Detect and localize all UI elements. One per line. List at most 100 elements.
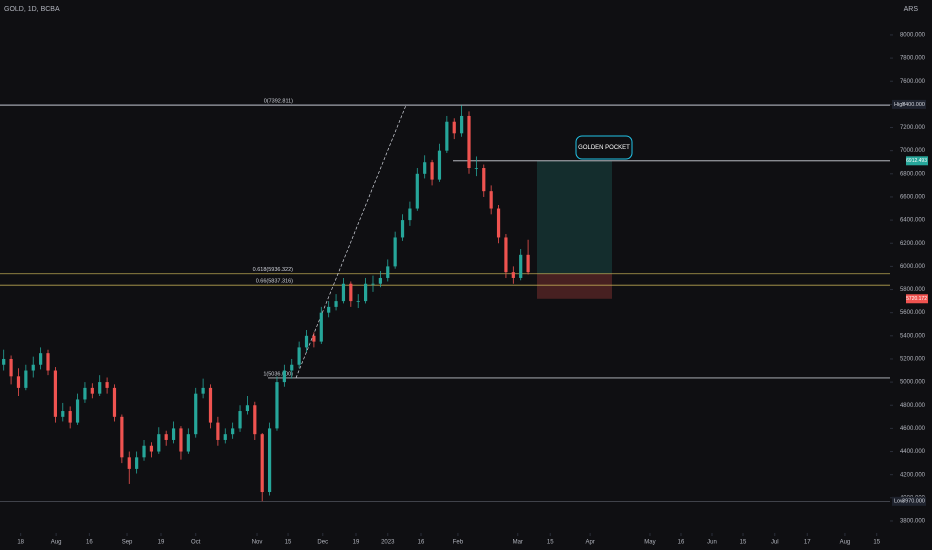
y-tick-label: 5800.000 [900,287,926,293]
candle-body [238,411,242,429]
y-tick-label: 6200.000 [900,241,926,247]
fib-level-label: 0(7392.811) [264,99,293,105]
y-tick-label: 6000.000 [900,264,926,270]
x-tick-label: Apr [585,540,594,546]
x-tick-label: 18 [17,540,24,546]
candle-body [98,382,102,394]
x-tick-label: 15 [873,540,880,546]
y-tick-label: 7200.000 [900,125,926,131]
y-tick-label: 5200.000 [900,357,926,363]
candle-body [171,428,176,440]
candle-body [253,405,257,435]
x-tick-label: 19 [158,540,165,546]
candle-body [378,277,382,284]
y-tick-label: 4400.000 [900,449,926,455]
candle-body [356,301,360,302]
candle-body [260,434,264,493]
trend-line [295,105,407,379]
candle-body [223,434,227,440]
candle-body [282,370,286,383]
candle-body [9,358,13,377]
stop-tag [906,294,928,304]
fib-level-label: 0.618(5936.322) [253,267,294,273]
candle-body [120,416,124,458]
candle-body [511,272,515,278]
candle-body [393,237,397,267]
x-tick-label: Aug [51,540,62,546]
candle-body [90,387,94,394]
candle-body [267,428,272,493]
candle-body [437,150,442,180]
x-tick-label: Nov [252,540,263,546]
candle-body [460,115,464,134]
candle-body [135,457,139,469]
candle-body [519,254,523,278]
candle-body [386,266,390,278]
candle-body [16,376,21,388]
x-tick-label: Mar [513,540,523,546]
candle-body [341,283,346,302]
y-tick-label: 4600.000 [900,426,926,432]
candle-body [496,208,501,238]
candle-body [231,428,235,435]
candle-body [467,115,471,169]
y-tick-label: 4200.000 [900,472,926,478]
candle-body [334,301,338,307]
candle-body [482,168,486,192]
x-tick-label: 15 [285,540,292,546]
y-tick-label: 7000.000 [900,148,926,154]
extreme-tag [892,496,926,506]
y-tick-label: 5600.000 [900,310,926,316]
candle-body [319,312,323,342]
candle-body [430,162,434,180]
x-tick-label: 16 [418,540,425,546]
x-tick-label: 15 [547,540,554,546]
candle-body [164,434,168,440]
candle-body [364,283,368,302]
candle-body [105,382,109,388]
candle-body [46,353,50,371]
x-tick-label: 19 [353,540,360,546]
candle-body [157,434,161,452]
x-tick-label: 16 [86,540,93,546]
x-tick-label: May [644,540,655,546]
candle-body [127,457,131,469]
candle-body [142,445,146,458]
fib-level-label: 0.66(5837.316) [256,279,293,285]
extreme-label: High [894,102,905,108]
candle-body [194,393,198,435]
candle-body [31,364,35,371]
candle-body [208,387,213,423]
candle-body [216,422,220,440]
y-tick-label: 7600.000 [900,79,926,85]
position-loss-zone [537,273,612,299]
position-profit-zone [537,160,612,274]
extreme-value: 7400.000 [902,102,925,108]
y-tick-label: 6400.000 [900,218,926,224]
y-tick-label: 6800.000 [900,171,926,177]
candle-body [408,208,412,221]
annotation-box [575,135,633,160]
candle-body [39,353,43,365]
candle-body [83,387,87,400]
y-tick-label: 7800.000 [900,56,926,62]
candle-body [112,387,117,417]
candle-body [504,237,508,273]
stop-tag-label: 5720.172 [906,296,927,302]
currency-label: ARS [904,6,919,13]
candle-body [452,121,456,134]
candle-body [489,191,493,209]
candle-body [423,162,427,174]
x-tick-label: Dec [317,540,328,546]
x-tick-label: Sep [122,540,133,546]
target-tag [906,156,928,166]
x-tick-label: Oct [191,540,201,546]
chart-title: GOLD, 1D, BCBA [4,6,60,13]
fib-level-label: 1(5036.000) [263,371,293,377]
candle-body [349,283,353,302]
y-tick-label: 8000.000 [900,33,926,39]
candle-body [371,283,375,285]
candle-body [275,382,279,429]
x-tick-label: 15 [740,540,747,546]
